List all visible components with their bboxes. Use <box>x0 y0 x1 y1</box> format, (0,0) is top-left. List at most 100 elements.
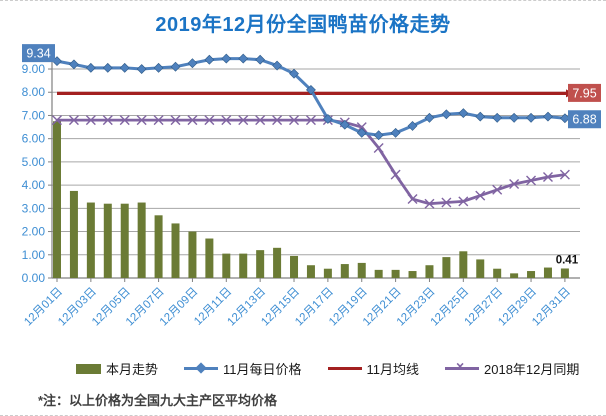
bar <box>340 264 349 278</box>
bar <box>527 271 536 278</box>
bar <box>560 268 569 278</box>
y-tick-label: 2.00 <box>22 225 46 239</box>
diamond-marker <box>526 112 536 123</box>
x-marker <box>458 196 469 207</box>
diamond-marker <box>339 119 350 130</box>
diamond-marker <box>289 68 299 79</box>
x-marker <box>272 115 283 126</box>
x-marker <box>305 115 316 126</box>
legend-label: 2018年12月同期 <box>484 362 580 377</box>
x-marker <box>475 190 486 201</box>
bar <box>86 202 95 278</box>
bar <box>53 121 61 278</box>
bar <box>323 268 332 278</box>
x-marker <box>559 169 570 180</box>
diamond-marker <box>136 64 147 74</box>
y-tick-label: 5.00 <box>22 155 46 169</box>
x-marker <box>170 115 181 126</box>
x-marker <box>153 115 164 126</box>
bar <box>256 250 265 278</box>
legend-item: × 2018年12月同期 <box>445 359 579 378</box>
diamond-marker <box>441 109 452 120</box>
diamond-marker <box>85 62 96 73</box>
bar <box>510 273 519 278</box>
bar <box>306 265 315 278</box>
legend-label: 11月均线 <box>366 362 420 377</box>
x-marker <box>542 171 553 182</box>
chart-legend: 本月走势 11月每日价格 11月均线 × 2018年12月同期 <box>76 359 579 378</box>
x-marker <box>424 198 435 209</box>
bar <box>543 267 552 278</box>
x-marker <box>407 194 418 205</box>
bar <box>408 271 417 278</box>
bar <box>459 251 468 278</box>
legend-diamond-line-swatch <box>184 362 219 374</box>
diamond-marker <box>322 114 333 124</box>
diamond-marker <box>272 60 283 71</box>
bar <box>69 190 78 278</box>
chart-footnote: *注：以上价格为全国九大主产区平均价格 <box>38 393 278 408</box>
diamond-marker <box>373 130 384 141</box>
bar <box>171 223 180 278</box>
diamond-marker <box>221 53 232 64</box>
x-marker <box>85 115 96 126</box>
annotation-avg-box <box>568 83 601 102</box>
diamond-marker <box>390 127 401 138</box>
diamond-marker <box>69 59 79 70</box>
x-marker <box>221 115 232 126</box>
diamond-marker <box>204 54 215 65</box>
legend-item: 11月每日价格 <box>184 359 302 378</box>
diamond-marker <box>559 113 570 124</box>
x-marker <box>441 197 452 208</box>
legend-item: 本月走势 <box>76 359 158 378</box>
bar <box>205 238 214 278</box>
diamond-marker <box>187 58 198 69</box>
diamond-marker <box>170 61 181 72</box>
annotations: 9.34 7.95 6.88 0.41 <box>22 44 601 266</box>
chart-title: 2019年12月份全国鸭苗价格走势 <box>155 14 451 36</box>
nov-line <box>56 57 566 137</box>
bar <box>103 203 112 278</box>
bars-series <box>53 121 569 278</box>
x-marker <box>289 115 300 126</box>
x-marker <box>119 115 130 126</box>
y-tick-label: 3.00 <box>22 201 46 215</box>
bar <box>442 257 451 278</box>
diamond-marker <box>475 111 486 122</box>
annotation-nov-first-text: 9.34 <box>26 47 50 61</box>
legend-x-line-swatch: × <box>445 359 480 373</box>
annotation-nov-first-box <box>22 44 55 63</box>
x-marker <box>526 175 537 186</box>
diamond-marker <box>102 62 113 73</box>
legend-item: 11月均线 <box>327 359 420 378</box>
x-marker <box>102 115 113 126</box>
x-marker <box>509 178 520 189</box>
diamond-marker-icon <box>195 362 207 374</box>
diamond-marker <box>238 53 249 64</box>
x-marker <box>204 115 215 126</box>
diamond-marker <box>306 84 316 95</box>
y-tick-label: 0.00 <box>22 271 46 285</box>
legend-label: 11月每日价格 <box>223 362 302 377</box>
y-tick-label: 4.00 <box>22 178 46 192</box>
legend-bar-swatch <box>76 363 101 374</box>
x-marker <box>187 115 198 126</box>
y-tick-label: 7.00 <box>22 108 46 122</box>
bar <box>137 202 146 278</box>
x-marker <box>68 115 79 126</box>
y-tick-label: 1.00 <box>22 248 46 262</box>
diamond-marker <box>356 127 367 138</box>
bar <box>290 255 299 278</box>
y-tick-label: 8.00 <box>22 85 46 99</box>
annotation-avg-text: 7.95 <box>572 86 596 100</box>
y-tick-label: 6.00 <box>22 132 46 146</box>
diamond-marker <box>458 108 469 119</box>
x-marker <box>136 115 147 126</box>
bar <box>391 269 400 278</box>
x-marker <box>52 115 62 126</box>
legend-avg-line-swatch <box>327 367 362 370</box>
prev-year-series <box>52 115 570 209</box>
x-marker-icon: × <box>456 358 465 375</box>
